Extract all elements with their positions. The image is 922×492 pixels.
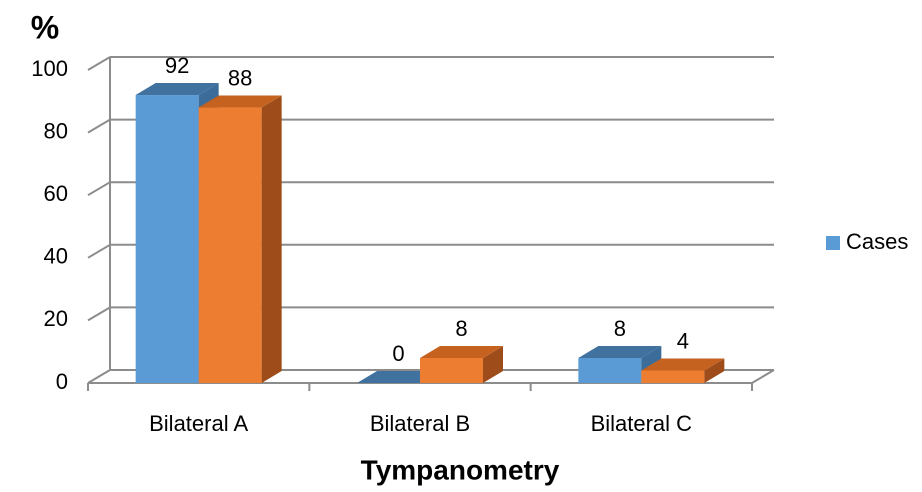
- bar-front: [578, 357, 642, 383]
- grid-line-side: [87, 306, 111, 322]
- bar-side: [704, 358, 725, 383]
- grid-line-side: [87, 118, 111, 134]
- bar-top: [641, 358, 725, 371]
- grid-line-side: [87, 181, 111, 197]
- y-tick-label: 100: [31, 56, 68, 81]
- legend-swatch: [826, 236, 840, 250]
- x-tick-label: Bilateral C: [591, 411, 693, 436]
- x-tick-label: Bilateral B: [370, 411, 470, 436]
- x-tick-label: Bilateral A: [149, 411, 248, 436]
- bar-front: [198, 107, 262, 383]
- x-axis-title: Tympanometry: [361, 454, 560, 485]
- y-tick-label: 20: [44, 306, 68, 331]
- grid-line-side: [87, 369, 111, 384]
- y-tick-label: 0: [56, 369, 68, 394]
- grid-line-side: [87, 243, 111, 259]
- bar-top: [357, 371, 440, 383]
- data-label: 92: [165, 53, 189, 78]
- data-label: 8: [614, 316, 626, 341]
- bar-side: [261, 95, 282, 383]
- grid-line-side: [87, 56, 111, 71]
- bar-top: [578, 345, 662, 358]
- bar-top: [420, 345, 503, 358]
- legend-label: Cases: [846, 229, 908, 254]
- bar-front: [420, 357, 483, 383]
- data-label: 8: [455, 316, 467, 341]
- y-tick-label: 80: [44, 118, 68, 143]
- y-axis-title: %: [31, 9, 59, 45]
- y-tick-label: 40: [44, 244, 68, 269]
- data-label: 88: [228, 65, 252, 90]
- y-tick-label: 60: [44, 181, 68, 206]
- bar-front: [641, 370, 705, 383]
- bar-top: [198, 95, 282, 108]
- data-label: 4: [677, 328, 689, 353]
- bar-top: [135, 83, 219, 96]
- data-label: 0: [392, 341, 404, 366]
- bar-side: [483, 345, 503, 383]
- bar-front: [135, 95, 199, 383]
